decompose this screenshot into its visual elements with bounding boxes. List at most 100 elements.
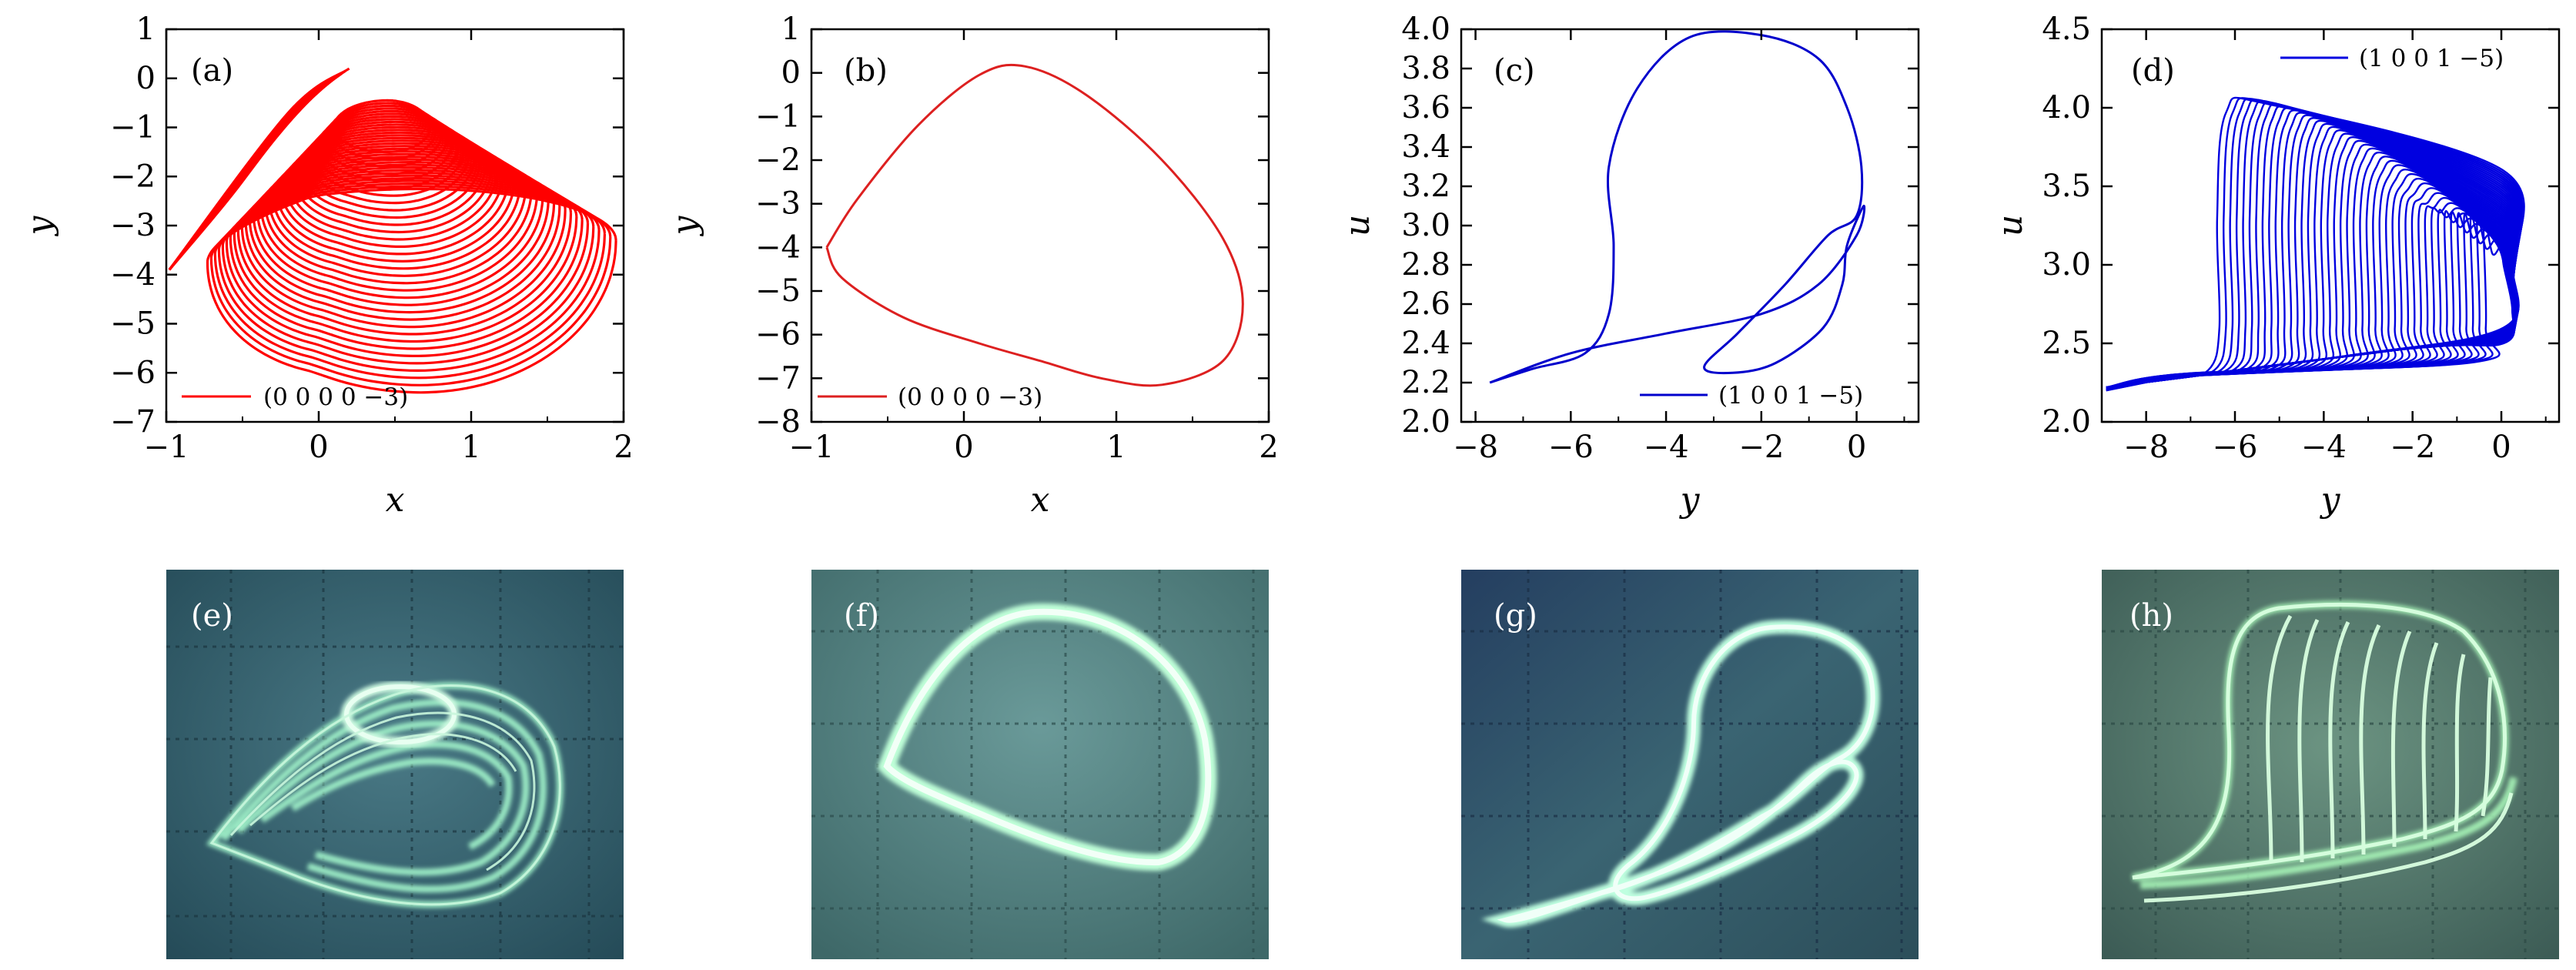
y-tick-label: −1 bbox=[755, 99, 801, 134]
photo-f: (f) bbox=[811, 570, 1269, 959]
x-tick-label: 0 bbox=[1847, 430, 1866, 465]
x-tick-label: 2 bbox=[614, 430, 633, 465]
y-tick-label: −2 bbox=[110, 159, 156, 194]
panel-b: −1 0 1 2 1 0 −1 −2 −3 −4 −5 −6 −7 −8 x y bbox=[665, 12, 1279, 520]
series-line bbox=[2106, 147, 2517, 390]
x-tick-label: −2 bbox=[2390, 430, 2435, 465]
y-tick-label: 3.4 bbox=[1401, 129, 1450, 165]
y-tick-label: 0 bbox=[781, 55, 801, 91]
series-line bbox=[333, 99, 432, 154]
series-line bbox=[306, 118, 471, 205]
photo-label-f: (f) bbox=[844, 598, 879, 634]
y-axis-label: y bbox=[665, 215, 704, 236]
panel-label-a: (a) bbox=[191, 53, 233, 89]
y-tick-label: −4 bbox=[755, 229, 801, 265]
photo-g: (g) bbox=[1461, 570, 1919, 959]
series-line bbox=[229, 172, 584, 350]
legend-text-d: (1 0 0 1 −5) bbox=[2359, 45, 2504, 72]
y-tick-label: 1 bbox=[136, 12, 156, 47]
y-tick-label: 3.6 bbox=[1401, 90, 1450, 125]
x-tick-label: 1 bbox=[1106, 430, 1126, 465]
series-line bbox=[248, 158, 556, 314]
x-axis-label: y bbox=[1679, 480, 1701, 520]
x-tick-label: −4 bbox=[2301, 430, 2347, 465]
y-tick-label: 0 bbox=[136, 61, 156, 96]
x-axis-label: x bbox=[1031, 480, 1050, 520]
y-tick-label: 2.8 bbox=[1401, 247, 1450, 283]
series-line bbox=[329, 102, 437, 161]
panel-label-c: (c) bbox=[1494, 53, 1535, 89]
series-line bbox=[317, 109, 454, 182]
x-tick-label: 0 bbox=[309, 430, 328, 465]
y-axis-label: u bbox=[1991, 215, 2030, 236]
series-line bbox=[286, 131, 499, 241]
data-series bbox=[2106, 96, 2525, 392]
y-tick-label: −5 bbox=[755, 273, 801, 309]
series-line bbox=[252, 156, 550, 306]
x-tick-label: −4 bbox=[1644, 430, 1689, 465]
series-line bbox=[240, 163, 567, 329]
y-tick-label: 3.0 bbox=[1401, 208, 1450, 243]
series-line bbox=[313, 112, 460, 190]
y-tick-label: −6 bbox=[110, 355, 156, 390]
legend-text-a: (0 0 0 0 −3) bbox=[263, 383, 408, 411]
series-line bbox=[221, 177, 595, 365]
y-tick-label: −1 bbox=[110, 110, 156, 146]
photo-e: (e) bbox=[166, 570, 624, 959]
series-line bbox=[279, 136, 510, 256]
series-line bbox=[233, 169, 578, 343]
series-line bbox=[321, 107, 449, 176]
photo-label-e: (e) bbox=[191, 598, 233, 634]
series-line bbox=[168, 67, 350, 271]
x-tick-label: −8 bbox=[2123, 430, 2169, 465]
series-line bbox=[325, 104, 443, 168]
series-line bbox=[1489, 30, 1866, 384]
photo-label-h: (h) bbox=[2129, 598, 2173, 634]
x-tick-label: −2 bbox=[1738, 430, 1784, 465]
data-series bbox=[1489, 30, 1866, 384]
series-line bbox=[2106, 172, 2517, 390]
y-tick-label: 4.0 bbox=[2042, 90, 2091, 125]
x-tick-label: 0 bbox=[2491, 430, 2511, 465]
y-tick-label: −7 bbox=[755, 360, 801, 396]
y-tick-label: 3.2 bbox=[1401, 169, 1450, 204]
y-tick-label: −5 bbox=[110, 306, 156, 342]
y-axis-label: u bbox=[1338, 215, 1377, 236]
series-line bbox=[217, 179, 601, 373]
panel-label-b: (b) bbox=[844, 53, 888, 89]
x-tick-label: −6 bbox=[1548, 430, 1594, 465]
x-tick-label: 2 bbox=[1259, 430, 1278, 465]
y-tick-label: 3.0 bbox=[2042, 247, 2091, 283]
series-line bbox=[298, 123, 482, 219]
x-tick-label: −6 bbox=[2213, 430, 2258, 465]
panel-d: −8 −6 −4 −2 0 2.0 2.5 3.0 3.5 4.0 4.5 y u bbox=[1991, 12, 2561, 520]
y-tick-label: −7 bbox=[110, 404, 156, 440]
y-tick-label: −3 bbox=[110, 208, 156, 243]
photo-h: (h) bbox=[2102, 570, 2559, 959]
series-line bbox=[825, 63, 1244, 387]
x-tick-label: −8 bbox=[1453, 430, 1498, 465]
y-tick-label: 3.8 bbox=[1401, 51, 1450, 86]
plot-frame bbox=[2100, 28, 2561, 423]
y-tick-label: 2.6 bbox=[1401, 286, 1450, 322]
legend-text-b: (0 0 0 0 −3) bbox=[898, 383, 1042, 411]
y-tick-label: 2.2 bbox=[1401, 365, 1450, 400]
panel-a: −1 0 1 2 1 0 −1 −2 −3 −4 −5 −6 −7 x y bbox=[20, 12, 634, 520]
y-tick-label: 3.5 bbox=[2042, 169, 2091, 204]
x-axis-label: x bbox=[386, 480, 405, 520]
y-axis-label: y bbox=[20, 215, 59, 236]
y-tick-label: 2.0 bbox=[1401, 404, 1450, 440]
y-tick-label: 2.5 bbox=[2042, 326, 2091, 361]
panel-c: −8 −6 −4 −2 0 2.0 2.2 2.4 2.62.8 3.0 3.2 3.4 3.6 3.8 4… bbox=[1338, 12, 1920, 520]
legend-text-c: (1 0 0 1 −5) bbox=[1718, 382, 1863, 410]
y-tick-label: −8 bbox=[755, 404, 801, 440]
series-line bbox=[259, 150, 539, 292]
y-tick-label: 2.0 bbox=[2042, 404, 2091, 440]
y-tick-label: −6 bbox=[755, 317, 801, 353]
x-tick-label: −1 bbox=[789, 430, 835, 465]
x-tick-label: −1 bbox=[144, 430, 189, 465]
series-line bbox=[271, 142, 522, 270]
photo-label-g: (g) bbox=[1494, 598, 1537, 634]
data-series bbox=[168, 67, 617, 394]
